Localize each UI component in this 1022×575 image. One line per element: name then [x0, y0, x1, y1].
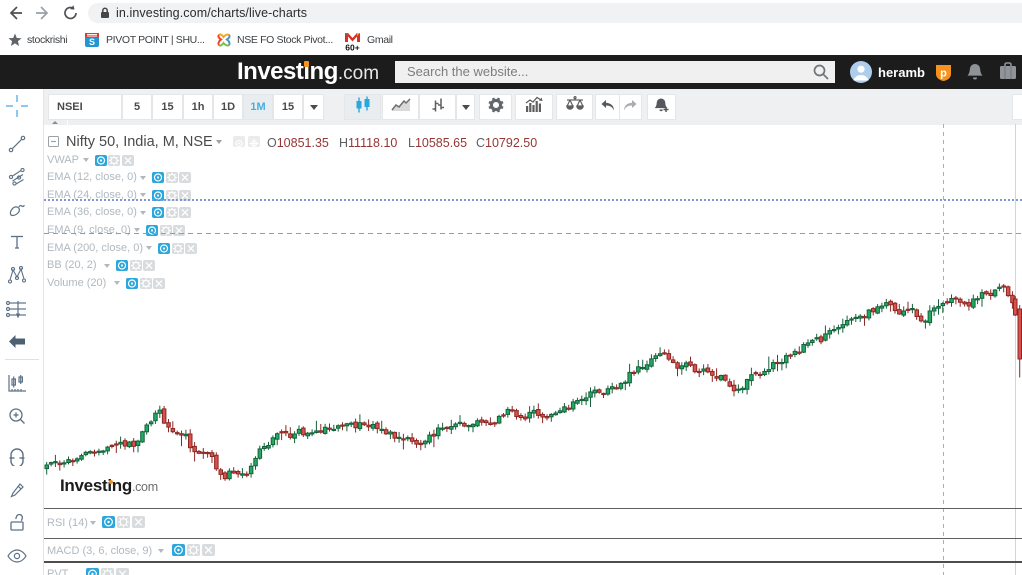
- svg-text:p: p: [940, 68, 947, 80]
- svg-text:60+: 60+: [345, 43, 359, 52]
- svg-text:S: S: [89, 37, 95, 47]
